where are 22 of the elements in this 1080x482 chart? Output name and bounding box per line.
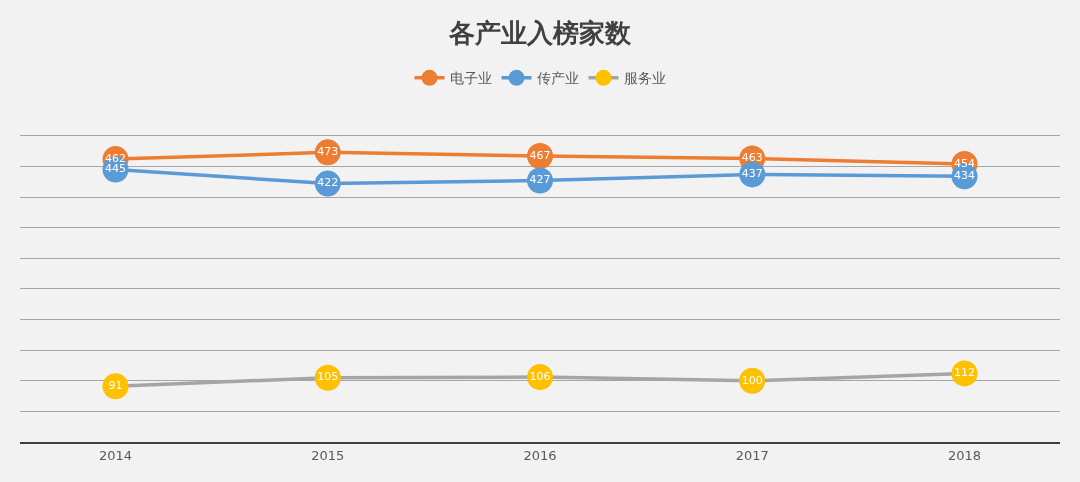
data-label: 105	[317, 370, 339, 384]
data-label: 100	[741, 373, 763, 387]
data-label: 463	[741, 151, 763, 165]
data-label: 445	[105, 162, 127, 176]
data-label: 427	[529, 173, 551, 187]
data-label: 437	[741, 167, 763, 181]
chart-title: 各产业入榜家数	[448, 18, 632, 49]
x-tick-label: 2018	[947, 447, 982, 463]
x-tick-label: 2017	[735, 447, 769, 463]
data-label: 473	[317, 145, 339, 159]
data-label: 434	[953, 168, 975, 182]
legend-label: 传产业	[536, 70, 579, 87]
legend-label: 服务业	[623, 70, 666, 87]
x-tick-label: 2014	[98, 447, 133, 463]
data-label: 112	[953, 366, 975, 380]
x-tick-label: 2015	[311, 447, 345, 463]
x-tick-label: 2016	[523, 447, 557, 463]
legend-label: 电子业	[449, 70, 492, 87]
data-label: 106	[529, 369, 551, 383]
data-label: 91	[108, 379, 123, 393]
data-label: 467	[529, 148, 551, 162]
data-label: 422	[317, 176, 339, 190]
